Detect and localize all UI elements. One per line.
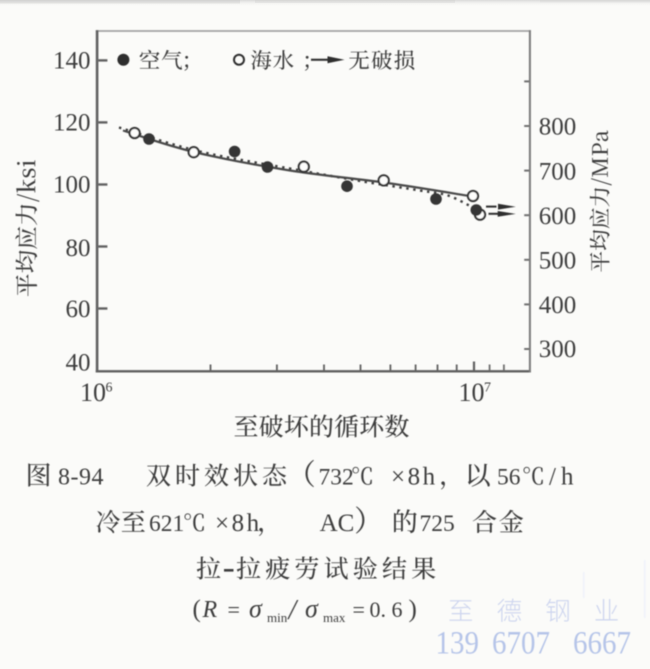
svg-text:/h: /h	[549, 464, 578, 491]
svg-text:×8h: ×8h	[215, 510, 262, 537]
svg-text:40: 40	[66, 350, 91, 377]
svg-text:7: 7	[484, 381, 491, 396]
svg-text:σ: σ	[305, 594, 319, 623]
svg-text:max: max	[323, 610, 346, 625]
svg-text:10: 10	[80, 378, 106, 407]
svg-text:=: =	[228, 597, 240, 622]
svg-text:6707: 6707	[492, 625, 550, 661]
svg-text:60: 60	[66, 296, 91, 323]
svg-text:10: 10	[459, 378, 485, 407]
svg-text:100: 100	[53, 172, 91, 199]
svg-text:0. 6: 0. 6	[370, 597, 403, 622]
svg-text:732: 732	[319, 465, 354, 491]
svg-text:800: 800	[539, 114, 577, 141]
svg-text:300: 300	[539, 336, 577, 363]
svg-text:6: 6	[106, 381, 113, 396]
svg-text:AC: AC	[320, 510, 355, 537]
svg-text:139: 139	[436, 625, 479, 661]
svg-text:725: 725	[420, 511, 455, 537]
svg-text:): )	[409, 596, 417, 623]
svg-text:min: min	[267, 610, 288, 625]
svg-text:(: (	[193, 596, 201, 623]
svg-text:80: 80	[66, 235, 91, 262]
svg-text:6667: 6667	[573, 625, 631, 661]
svg-text:120: 120	[53, 110, 91, 137]
svg-text:600: 600	[539, 203, 577, 230]
svg-text:8-94: 8-94	[58, 465, 104, 491]
svg-text:500: 500	[539, 248, 577, 275]
svg-text:700: 700	[539, 158, 577, 185]
svg-text:=: =	[353, 597, 365, 622]
svg-text:400: 400	[539, 292, 577, 319]
svg-text:/: /	[287, 595, 299, 626]
svg-text:×8h: ×8h	[391, 464, 438, 491]
svg-text:56: 56	[497, 465, 521, 491]
svg-text:621: 621	[149, 511, 184, 537]
svg-text:σ: σ	[249, 594, 263, 623]
svg-text:R: R	[202, 597, 218, 623]
svg-text:140: 140	[53, 48, 91, 75]
